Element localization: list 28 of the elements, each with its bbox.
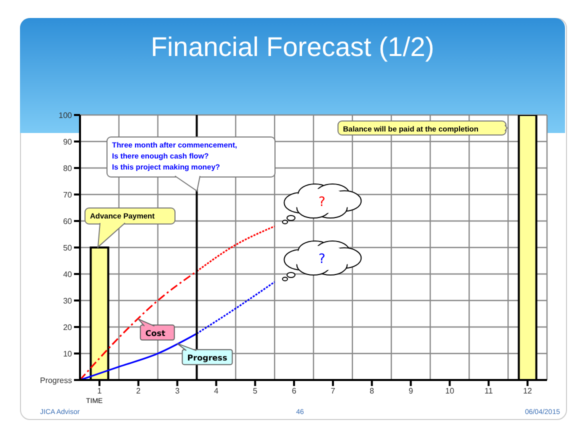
y-tick-label: 90 bbox=[63, 137, 73, 146]
annotation: ? bbox=[318, 195, 326, 210]
y-tick-label: 80 bbox=[63, 164, 73, 173]
x-tick-label: 5 bbox=[252, 386, 258, 396]
x-tick-label: 7 bbox=[330, 386, 336, 396]
x-tick-label: 11 bbox=[484, 386, 494, 396]
x-tick-label: 8 bbox=[370, 386, 375, 396]
y-tick-label: 70 bbox=[63, 190, 73, 200]
x-tick-label: 4 bbox=[214, 386, 219, 396]
series-label: Progress bbox=[187, 354, 228, 363]
y-tick-label: 30 bbox=[63, 296, 73, 306]
x-tick-label: 6 bbox=[292, 386, 297, 396]
series-label: Cost bbox=[145, 329, 166, 338]
x-tick-label: 2 bbox=[136, 386, 142, 396]
y-tick-label: 10 bbox=[63, 349, 73, 358]
y-tick-label: 50 bbox=[63, 243, 73, 252]
annotation: ? bbox=[318, 252, 326, 267]
y-tick-label: 20 bbox=[63, 322, 73, 332]
y-tick-label: 60 bbox=[63, 216, 73, 226]
x-tick-label: 12 bbox=[523, 386, 533, 396]
x-tick-label: 9 bbox=[408, 386, 414, 396]
chart-title: Financial Forecast (1/2) bbox=[150, 32, 436, 63]
y-tick-label: 100 bbox=[58, 110, 73, 120]
y-tick-label: 40 bbox=[63, 270, 73, 279]
x-tick-label: 1 bbox=[97, 386, 102, 396]
x-tick-label: 3 bbox=[175, 386, 180, 396]
x-tick-label: 10 bbox=[445, 386, 455, 396]
y-tick-label: Progress bbox=[40, 376, 72, 385]
